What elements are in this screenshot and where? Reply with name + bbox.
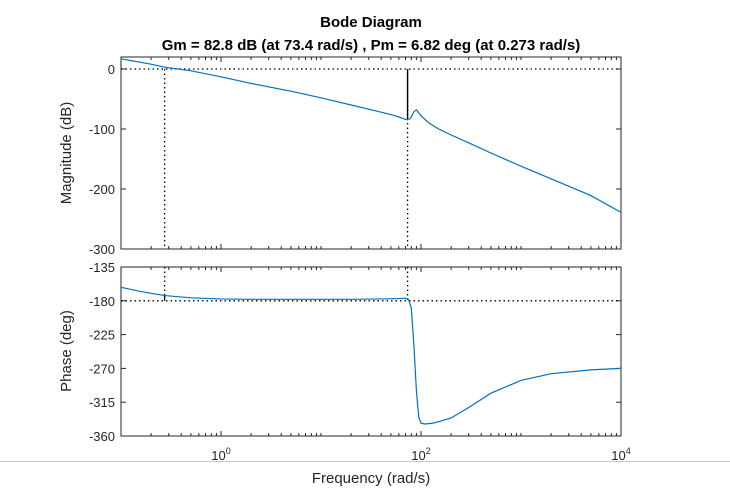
magnitude-series-line [120, 58, 622, 213]
magnitude-margin-markers [121, 68, 621, 249]
magnitude-x-ticks [120, 57, 617, 249]
chart-title: Bode Diagram [320, 14, 422, 31]
magnitude-axes: 0 -100 -200 -300 Magnitude (dB) [58, 56, 622, 257]
y-tick-label: -225 [89, 328, 115, 343]
phase-y-label: Phase (deg) [58, 310, 75, 392]
y-tick-label: -270 [89, 361, 115, 376]
magnitude-y-ticks: 0 -100 -200 -300 [89, 62, 621, 257]
y-tick-label: -200 [89, 182, 115, 197]
y-tick-label: 0 [108, 62, 115, 77]
window-bottom-border [0, 461, 730, 462]
phase-plot-area [120, 266, 622, 437]
phase-series-line [120, 286, 622, 425]
y-tick-label: -315 [89, 395, 115, 410]
y-tick-label: -360 [89, 429, 115, 444]
phase-axes: -135 -180 -225 -270 -315 -360 Phase (deg) [58, 260, 622, 444]
x-tick-labels: 100 102 104 [211, 446, 630, 463]
y-tick-label: -100 [89, 122, 115, 137]
magnitude-y-label: Magnitude (dB) [58, 102, 75, 205]
phase-margin-markers [121, 267, 621, 302]
x-axis-label: Frequency (rad/s) [312, 470, 430, 487]
y-tick-label: -135 [89, 260, 115, 275]
x-tick-label: 104 [611, 446, 630, 463]
y-tick-label: -180 [89, 294, 115, 309]
chart-subtitle: Gm = 82.8 dB (at 73.4 rad/s) , Pm = 6.82… [162, 37, 581, 54]
x-tick-label: 102 [411, 446, 430, 463]
phase-x-ticks [120, 267, 617, 436]
y-tick-label: -300 [89, 242, 115, 257]
magnitude-plot-area [120, 56, 622, 250]
x-tick-label: 100 [211, 446, 230, 463]
